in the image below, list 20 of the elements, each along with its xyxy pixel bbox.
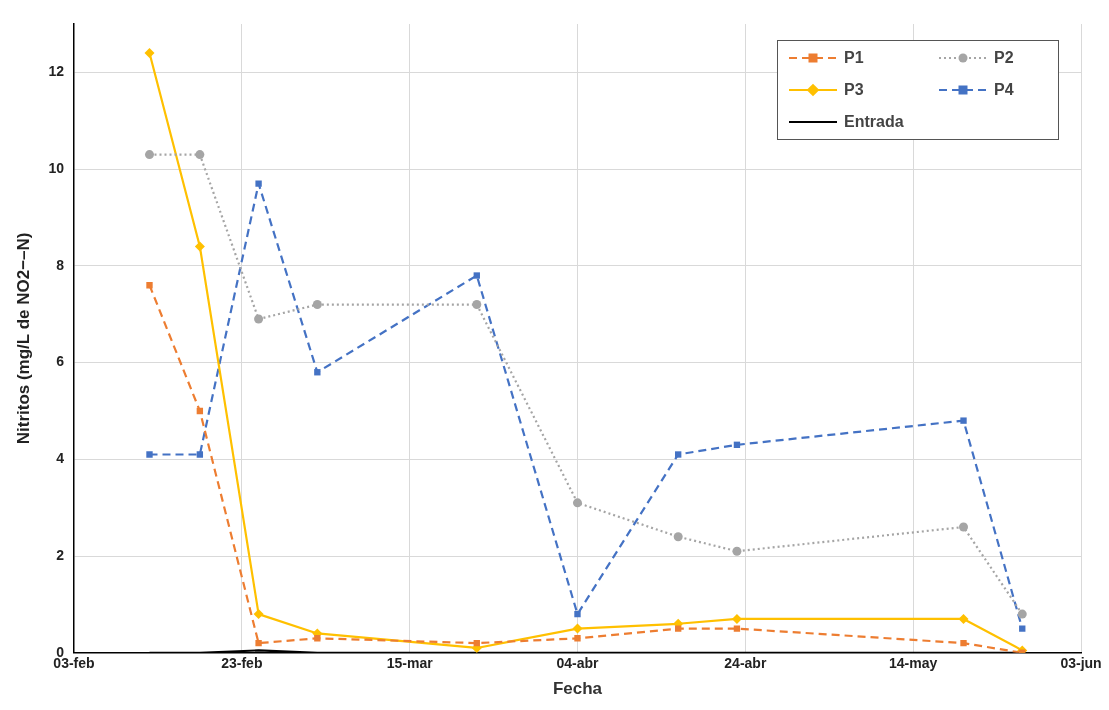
- x-tick-label: 04-abr: [556, 655, 600, 672]
- y-tick-label: 2: [56, 546, 65, 563]
- y-axis-title: Nitritos (mg/L de NO2−–N): [13, 232, 33, 445]
- x-tick-label: 24-abr: [724, 655, 767, 672]
- x-tick-label: 23-feb: [221, 655, 263, 672]
- legend-label: P4: [994, 81, 1014, 99]
- y-tick-label: 4: [56, 450, 65, 467]
- legend-label: P3: [844, 81, 864, 99]
- x-tick-label: 03-feb: [53, 655, 95, 672]
- y-tick-label: 10: [48, 159, 65, 176]
- x-tick-label: 03-jun: [1060, 655, 1102, 672]
- legend-label: P1: [844, 49, 864, 67]
- legend-label: Entrada: [844, 113, 904, 131]
- x-tick-label: 14-may: [889, 655, 938, 672]
- x-axis-title: Fecha: [552, 679, 603, 699]
- x-tick-label: 15-mar: [386, 655, 434, 672]
- y-tick-label: 12: [48, 63, 65, 80]
- y-tick-label: 8: [56, 256, 65, 273]
- y-tick-label: 6: [56, 353, 65, 370]
- legend-label: P2: [994, 49, 1014, 67]
